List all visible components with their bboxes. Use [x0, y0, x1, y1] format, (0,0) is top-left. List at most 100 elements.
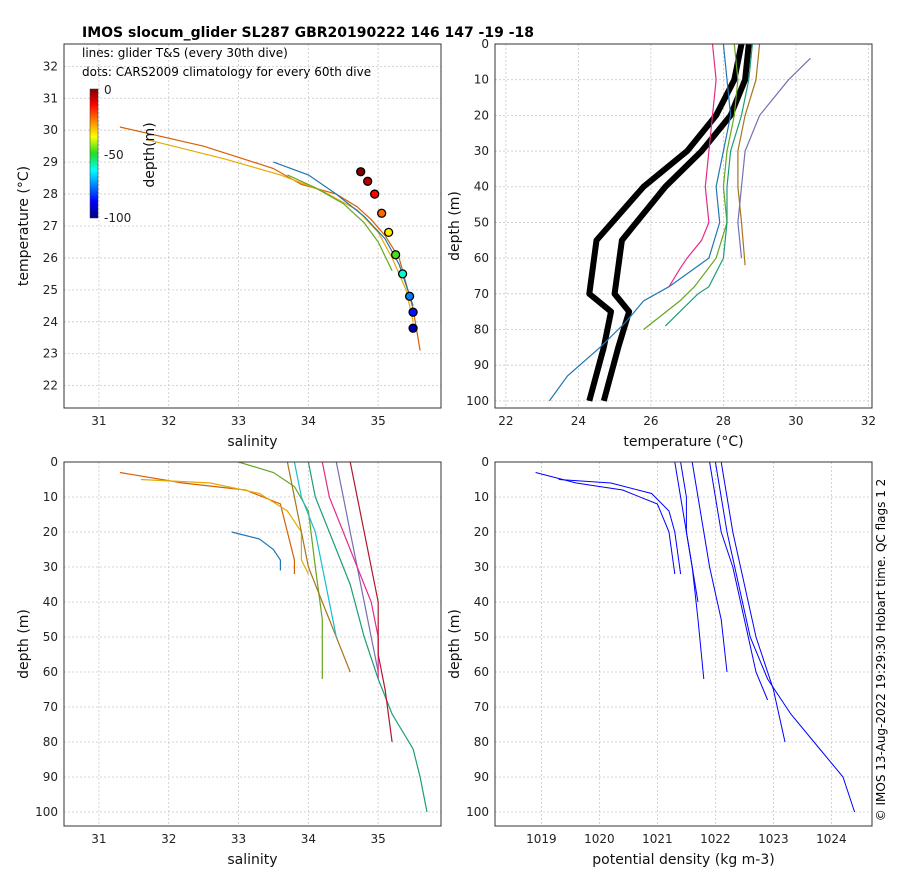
y-tick-label: 0	[481, 37, 489, 51]
x-axis-label: potential density (kg m-3)	[592, 852, 774, 868]
density-profile	[535, 472, 676, 575]
y-tick-label: 60	[43, 665, 58, 679]
y-tick-label: 90	[43, 770, 58, 784]
axes-frame	[63, 43, 442, 409]
ts-diagram-panel: 31 32 33 34 35 22 23 24 25 26 27 28 29 30 31 32 salinity…	[16, 43, 442, 450]
y-tick-label: 29	[43, 155, 58, 169]
x-tick-label: 33	[231, 414, 246, 428]
y-tick-label: 30	[474, 560, 489, 574]
temperature-depth-panel: 22 24 26 28 30 32 0 10 20 30 40 50 60 70 80 90 100 temper…	[447, 37, 876, 450]
x-tick-label: 24	[571, 414, 586, 428]
x-tick-label: 1022	[700, 832, 731, 846]
glider-profile	[668, 44, 717, 288]
y-tick-label: 50	[43, 630, 58, 644]
climatology-dot	[383, 227, 394, 238]
y-tick-label: 10	[474, 490, 489, 504]
footer-credit: © IMOS 13-Aug-2022 19:29:30 Hobart time.…	[874, 479, 888, 822]
y-tick-label: 70	[43, 700, 58, 714]
density-profile	[720, 462, 786, 743]
y-tick-label: 40	[474, 595, 489, 609]
colorbar-tick: -100	[104, 211, 131, 225]
x-axis-label: salinity	[227, 434, 277, 450]
x-tick-label: 34	[301, 832, 316, 846]
x-tick-label: 26	[643, 414, 658, 428]
glider-profile	[307, 462, 428, 813]
legend-dots-note: dots: CARS2009 climatology for every 60t…	[82, 65, 371, 79]
glider-profile	[321, 462, 379, 679]
glider-profile	[140, 478, 309, 575]
density-profile	[680, 462, 705, 680]
density-profile	[709, 462, 769, 701]
colorbar-gradient	[89, 88, 99, 219]
y-tick-label: 30	[43, 560, 58, 574]
climatology-dot	[404, 291, 415, 301]
x-tick-label: 30	[788, 414, 803, 428]
y-tick-label: 80	[474, 322, 489, 336]
x-tick-label: 1024	[816, 832, 847, 846]
y-axis-label: temperature (°C)	[16, 166, 32, 286]
y-tick-label: 60	[474, 665, 489, 679]
y-tick-label: 100	[35, 805, 58, 819]
x-tick-label: 28	[716, 414, 731, 428]
y-tick-label: 100	[466, 805, 489, 819]
y-tick-label: 40	[43, 595, 58, 609]
y-tick-label: 31	[43, 91, 58, 105]
depth-colorbar: 0 -50 -100 depth(m)	[89, 83, 158, 225]
glider-profile	[147, 139, 414, 322]
x-tick-label: 31	[91, 832, 106, 846]
plot-area	[548, 44, 811, 402]
y-tick-label: 32	[43, 59, 58, 73]
colorbar-tick: 0	[104, 83, 112, 97]
y-tick-label: 22	[43, 379, 58, 393]
x-tick-label: 1023	[758, 832, 789, 846]
density-depth-panel: 1019 1020 1021 1022 1023 10240102030405060708…	[447, 455, 873, 868]
x-tick-label: 32	[861, 414, 876, 428]
x-tick-label: 35	[371, 414, 386, 428]
y-tick-label: 0	[481, 455, 489, 469]
glider-profile	[737, 57, 811, 259]
y-tick-label: 20	[474, 525, 489, 539]
glider-profile	[293, 462, 337, 638]
figure-title: IMOS slocum_glider SL287 GBR20190222 146…	[82, 25, 534, 41]
x-tick-label: 22	[498, 414, 513, 428]
x-axis-label: salinity	[227, 852, 277, 868]
y-axis-label: depth (m)	[447, 191, 463, 261]
y-tick-label: 60	[474, 251, 489, 265]
x-tick-label: 1019	[526, 832, 557, 846]
x-tick-label: 34	[301, 414, 316, 428]
density-profile	[558, 479, 682, 575]
density-profile	[674, 462, 699, 603]
y-tick-label: 20	[474, 108, 489, 122]
y-tick-label: 28	[43, 187, 58, 201]
x-tick-label: 1021	[642, 832, 673, 846]
glider-profile	[643, 44, 739, 330]
x-tick-label: 33	[231, 832, 246, 846]
y-tick-label: 30	[474, 144, 489, 158]
glider-profile	[664, 44, 753, 327]
legend-lines-note: lines: glider T&S (every 30th dive)	[82, 46, 288, 60]
climatology-dot	[397, 269, 408, 279]
glider-profile	[119, 471, 295, 574]
colorbar-tick: -50	[104, 148, 124, 162]
x-axis-label: temperature (°C)	[623, 434, 743, 450]
x-tick-label: 31	[91, 414, 106, 428]
y-tick-label: 10	[43, 490, 58, 504]
glider-profile	[119, 126, 421, 351]
climatology-profile	[600, 44, 752, 402]
y-tick-label: 23	[43, 347, 58, 361]
y-tick-label: 0	[50, 455, 58, 469]
y-tick-label: 80	[43, 735, 58, 749]
y-tick-label: 80	[474, 735, 489, 749]
glider-profile	[548, 44, 732, 402]
y-tick-label: 70	[474, 700, 489, 714]
y-tick-label: 70	[474, 287, 489, 301]
glider-profile	[737, 44, 761, 266]
y-tick-label: 30	[43, 123, 58, 137]
glider-profile	[273, 161, 414, 306]
glider-profile	[349, 462, 393, 743]
density-profile	[691, 462, 728, 673]
salinity-depth-panel: 31 32 33 34 35 0 10 20 30 40 50 60 70 80 90 100 salinity…	[16, 455, 442, 868]
plot-area	[119, 462, 428, 813]
y-tick-label: 90	[474, 770, 489, 784]
